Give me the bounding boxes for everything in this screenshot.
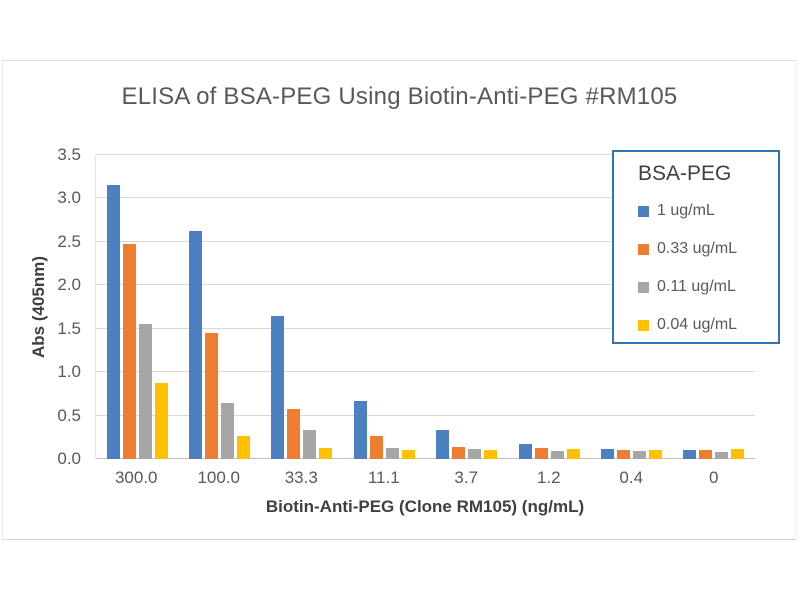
x-axis-title: Biotin-Anti-PEG (Clone RM105) (ng/mL) xyxy=(265,497,585,516)
y-tick-label: 3.5 xyxy=(57,145,81,164)
bar-group-0.4 xyxy=(590,155,672,459)
gridline xyxy=(96,284,755,286)
bar-0.04-ug-mL-100.0 xyxy=(237,435,251,459)
x-tick-label: 1.2 xyxy=(536,468,561,487)
bar-0.11-ug-mL-0.4 xyxy=(632,451,646,459)
bar-groups xyxy=(96,155,755,459)
chart-title: ELISA of BSA-PEG Using Biotin-Anti-PEG #… xyxy=(121,83,678,110)
x-tick-label: 100.0 xyxy=(197,468,241,487)
bar-0.04-ug-mL-11.1 xyxy=(401,450,415,459)
bar-1-ug-mL-300.0 xyxy=(106,185,120,459)
legend-swatch-icon xyxy=(638,319,649,331)
bar-group-33.3 xyxy=(261,155,343,459)
bar-0.11-ug-mL-3.7 xyxy=(468,449,482,459)
y-tick-label: 2.5 xyxy=(57,231,81,251)
bar-1-ug-mL-33.3 xyxy=(271,315,285,459)
bar-group-3.7 xyxy=(426,155,508,459)
gridline xyxy=(96,414,755,416)
bar-group-1.2 xyxy=(508,155,590,459)
y-tick-label: 3.0 xyxy=(57,188,81,208)
bar-1-ug-mL-1.2 xyxy=(518,444,532,459)
bar-0.33-ug-mL-11.1 xyxy=(369,436,383,459)
legend-title: BSA-PEG xyxy=(638,162,732,185)
legend-item-0.11-ug-mL: 0.11 ug/mL xyxy=(638,268,778,306)
bar-1-ug-mL-0.4 xyxy=(600,448,614,459)
bar-0.04-ug-mL-1.2 xyxy=(566,448,580,459)
chart-image-frame: ELISA of BSA-PEG Using Biotin-Anti-PEG #… xyxy=(2,60,797,540)
x-tick-label: 3.7 xyxy=(454,468,479,487)
legend-label: 0.33 ug/mL xyxy=(657,240,738,257)
bar-1-ug-mL-11.1 xyxy=(353,400,367,459)
y-tick-label: 2.0 xyxy=(57,275,81,295)
legend: BSA-PEG 1 ug/mL 0.33 ug/mL 0.11 ug/mL 0.04 … xyxy=(612,150,780,344)
legend-item-1-ug-mL: 1 ug/mL xyxy=(638,192,778,230)
bar-0.33-ug-mL-300.0 xyxy=(122,243,136,459)
bar-0.04-ug-mL-0 xyxy=(731,449,745,459)
x-tick-label: 11.1 xyxy=(367,468,400,487)
bar-1-ug-mL-3.7 xyxy=(436,430,450,459)
y-tick-label: 0.5 xyxy=(57,405,81,425)
bar-0.33-ug-mL-100.0 xyxy=(205,333,219,459)
gridline xyxy=(96,240,755,242)
bar-group-11.1 xyxy=(343,155,425,459)
x-tick-label: 33.3 xyxy=(284,468,318,487)
y-tick-label: 0.0 xyxy=(57,449,81,468)
x-tick-label: 0.4 xyxy=(619,468,644,487)
gridline xyxy=(96,154,755,155)
legend-label: 0.04 ug/mL xyxy=(657,316,738,333)
y-axis-tick-labels: 0.0 0.5 1.0 1.5 2.0 2.5 3.0 3.5 xyxy=(43,145,89,468)
bar-0.04-ug-mL-33.3 xyxy=(319,447,333,459)
bar-group-300.0 xyxy=(96,155,178,459)
gridline xyxy=(96,371,755,373)
bar-0.11-ug-mL-100.0 xyxy=(221,402,235,459)
bar-group-100.0 xyxy=(178,155,260,459)
x-tick-label: 300.0 xyxy=(114,468,158,487)
bar-1-ug-mL-100.0 xyxy=(189,231,203,459)
legend-item-0.33-ug-mL: 0.33 ug/mL xyxy=(638,230,778,268)
gridline xyxy=(96,197,755,199)
bar-0.33-ug-mL-0.4 xyxy=(616,450,630,459)
legend-label: 1 ug/mL xyxy=(657,202,715,219)
bar-0.11-ug-mL-300.0 xyxy=(138,324,152,459)
bar-0.11-ug-mL-11.1 xyxy=(385,447,399,459)
bar-0.11-ug-mL-0 xyxy=(715,452,729,459)
legend-label: 0.11 ug/mL xyxy=(657,278,736,295)
x-axis-tick-labels: 300.0 100.0 33.3 11.1 3.7 1.2 0.4 0 xyxy=(95,468,755,488)
legend-swatch-icon xyxy=(638,205,649,217)
legend-swatch-icon xyxy=(638,243,649,255)
x-tick-label: 0 xyxy=(709,468,719,487)
bar-0.33-ug-mL-3.7 xyxy=(452,446,466,459)
y-tick-label: 1.5 xyxy=(57,318,81,338)
bar-1-ug-mL-0 xyxy=(683,450,697,459)
bar-0.11-ug-mL-1.2 xyxy=(550,451,564,459)
bar-0.04-ug-mL-0.4 xyxy=(648,450,662,459)
x-axis-line xyxy=(96,458,755,459)
bar-0.11-ug-mL-33.3 xyxy=(303,430,317,459)
bar-0.33-ug-mL-1.2 xyxy=(534,447,548,459)
bar-0.04-ug-mL-300.0 xyxy=(154,382,168,459)
bar-0.33-ug-mL-33.3 xyxy=(287,408,301,459)
legend-swatch-icon xyxy=(638,281,649,293)
legend-item-0.04-ug-mL: 0.04 ug/mL xyxy=(638,306,778,344)
bar-0.33-ug-mL-0 xyxy=(699,450,713,459)
legend-items: 1 ug/mL 0.33 ug/mL 0.11 ug/mL 0.04 ug/mL xyxy=(638,192,778,344)
bar-group-0 xyxy=(673,155,755,459)
y-tick-label: 1.0 xyxy=(57,362,81,382)
bar-0.04-ug-mL-3.7 xyxy=(484,450,498,459)
plot-area xyxy=(95,154,755,459)
gridline xyxy=(96,327,755,329)
